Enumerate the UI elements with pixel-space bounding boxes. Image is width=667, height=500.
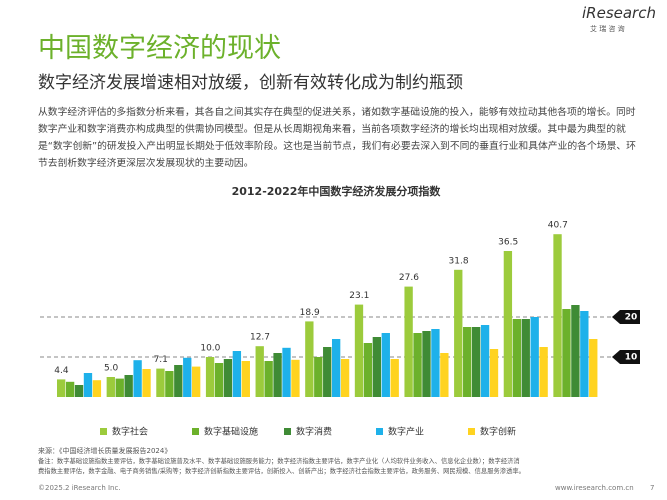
bar — [390, 359, 399, 397]
bar — [314, 357, 323, 397]
bar — [580, 311, 589, 397]
legend-swatch — [376, 428, 383, 435]
bar — [413, 333, 422, 397]
legend-label: 数字基础设施 — [204, 426, 258, 438]
bar — [264, 361, 273, 397]
bar — [571, 305, 580, 397]
bar — [142, 369, 151, 397]
bar — [471, 327, 481, 397]
bar — [174, 365, 183, 397]
value-label: 7.1 — [154, 355, 168, 365]
bar — [223, 359, 233, 397]
page-title: 中国数字经济的现状 — [38, 33, 281, 64]
bar — [232, 351, 242, 397]
bar — [454, 269, 463, 397]
bar — [183, 357, 192, 397]
bar — [521, 319, 530, 397]
source: 来源：《中国经济增长质量发展报告2024》 — [38, 447, 172, 455]
bar — [562, 309, 571, 397]
value-label: 4.4 — [54, 366, 69, 376]
legend-swatch — [284, 428, 291, 435]
bar — [503, 251, 513, 397]
bar — [205, 357, 215, 397]
paragraph: 从数字经济评估的多指数分析来看，其各自之间其实存在典型的促进关系，诸如数字基础设… — [38, 107, 636, 169]
tick-badge — [612, 310, 640, 324]
value-label: 10.0 — [200, 344, 220, 354]
bar — [124, 375, 133, 397]
bar — [323, 347, 332, 397]
bar — [214, 363, 224, 397]
legend-swatch — [100, 428, 107, 435]
bar — [553, 234, 562, 397]
bar — [331, 339, 341, 397]
bar — [92, 380, 102, 397]
y-tick-label: 20 — [625, 313, 638, 323]
chart-title: 2012-2022年中国数字经济发展分项指数 — [232, 184, 442, 198]
value-label: 27.6 — [399, 273, 419, 283]
value-label: 23.1 — [349, 291, 369, 301]
value-label: 12.7 — [250, 333, 270, 343]
legend-swatch — [468, 428, 475, 435]
bar — [106, 377, 115, 397]
bar — [192, 366, 201, 397]
value-label: 31.8 — [449, 256, 469, 266]
bar — [340, 359, 350, 397]
bar — [440, 353, 449, 397]
bar — [74, 385, 84, 397]
bar — [431, 329, 440, 397]
tick-badge — [612, 350, 640, 364]
bar — [539, 347, 548, 397]
bar — [115, 378, 124, 397]
bar — [255, 346, 264, 397]
bar — [489, 349, 499, 397]
logo-sub: 艾 瑞 咨 询 — [590, 25, 625, 33]
bar — [530, 317, 539, 397]
value-label: 5.0 — [104, 364, 119, 374]
bar — [241, 361, 250, 397]
bar — [57, 379, 66, 397]
note-line: 备注：数字基础设施指数主要评估，数字基础设施普及水平、数字基础设施服务能力；数字… — [38, 458, 520, 465]
note-line: 费指数主要评估，数字金融、电子商务销售/采购等；数字经济创新指数主要评估，创新投… — [38, 468, 525, 475]
copyright: ©2025.2 iResearch Inc. — [38, 484, 121, 492]
bar — [273, 353, 282, 397]
bar — [422, 331, 431, 397]
bar — [282, 347, 291, 397]
bar — [381, 333, 390, 397]
bar — [65, 381, 75, 397]
bar — [404, 286, 413, 397]
legend-label: 数字消费 — [296, 426, 332, 438]
legend-label: 数字社会 — [112, 426, 148, 438]
bar — [354, 304, 364, 397]
bar — [372, 337, 382, 397]
bar — [133, 360, 142, 397]
url: www.iresearch.com.cn — [555, 484, 634, 492]
page-number: 7 — [650, 484, 655, 492]
bar — [83, 373, 93, 397]
legend-label: 数字产业 — [388, 426, 424, 438]
bar — [363, 343, 373, 397]
bar — [165, 371, 174, 397]
legend-label: 数字创新 — [480, 426, 516, 438]
bar — [480, 325, 490, 397]
y-tick-label: 10 — [625, 353, 638, 363]
legend-swatch — [192, 428, 199, 435]
bar — [291, 359, 300, 397]
bar — [156, 368, 165, 397]
bar — [305, 321, 314, 397]
logo: iResearch — [582, 4, 656, 22]
bar — [589, 339, 598, 397]
page-subtitle: 数字经济发展增速相对放缓，创新有效转化成为制约瓶颈 — [38, 73, 463, 93]
value-label: 18.9 — [300, 308, 320, 318]
value-label: 40.7 — [548, 221, 568, 231]
value-label: 36.5 — [498, 238, 518, 248]
bar — [512, 319, 521, 397]
bar — [463, 327, 472, 397]
